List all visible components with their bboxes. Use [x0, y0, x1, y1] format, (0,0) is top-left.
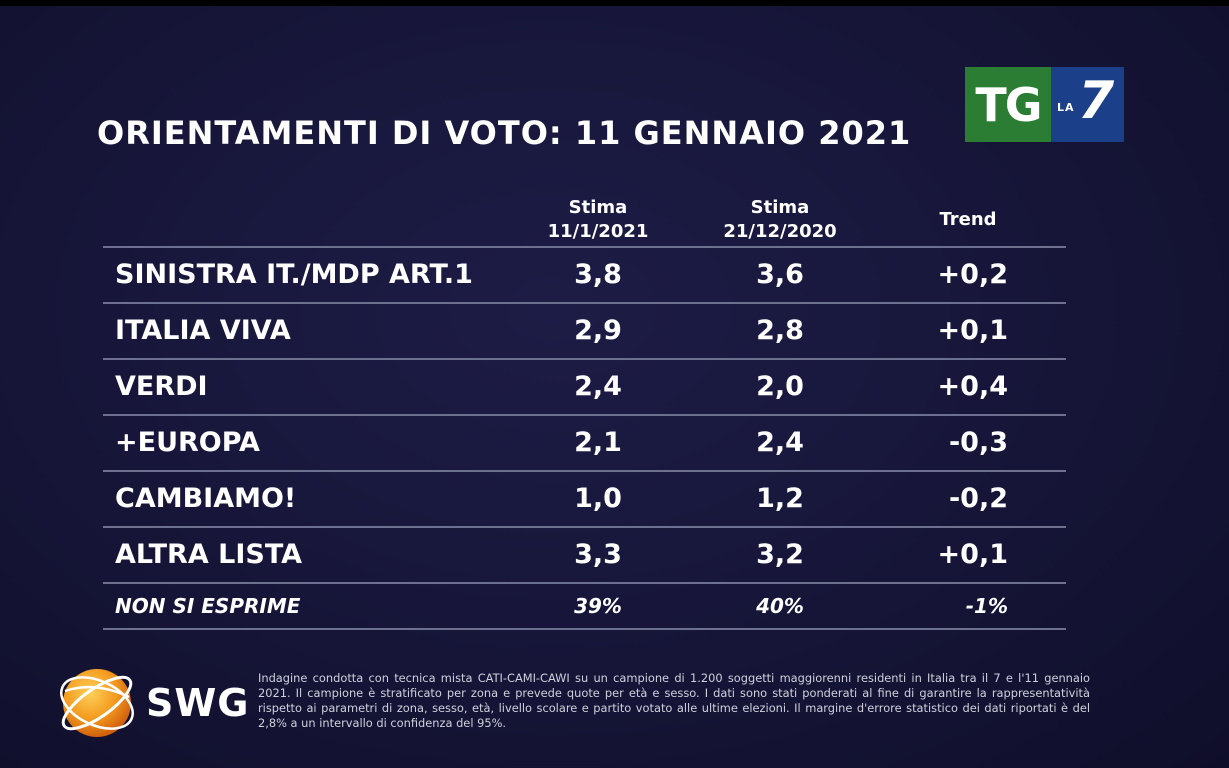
- stima-21-12-2020-value: 2,4: [756, 427, 804, 458]
- stima-11-1-2021-value: 1,0: [574, 483, 622, 514]
- stima-21-12-2020-value: 1,2: [756, 483, 804, 514]
- trend-value: +0,1: [937, 315, 1008, 346]
- table-row: CAMBIAMO! 1,0 1,2 -0,2: [103, 470, 1066, 526]
- stima-11-1-2021-value: 2,4: [574, 371, 622, 402]
- page-title: ORIENTAMENTI DI VOTO: 11 GENNAIO 2021: [97, 114, 912, 152]
- column-header-label: Stima: [568, 197, 628, 218]
- logo-la7: LA 7: [1051, 67, 1124, 142]
- column-header-stima-2: Stima 21/12/2020: [706, 196, 854, 244]
- table-row: ITALIA VIVA 2,9 2,8 +0,1: [103, 302, 1066, 358]
- logo-tg: TG: [965, 67, 1051, 142]
- trend-value: +0,4: [937, 371, 1008, 402]
- trend-value: -0,2: [948, 483, 1008, 514]
- stima-21-12-2020-value: 2,0: [756, 371, 804, 402]
- stima-21-12-2020-value: 2,8: [756, 315, 804, 346]
- stima-11-1-2021-value: 2,9: [574, 315, 622, 346]
- results-table: SINISTRA IT./MDP ART.1 3,8 3,6 +0,2 ITALIA V…: [103, 246, 1066, 630]
- trend-value: +0,2: [937, 259, 1008, 290]
- table-row: +EUROPA 2,1 2,4 -0,3: [103, 414, 1066, 470]
- stima-21-12-2020-value: 40%: [756, 594, 804, 618]
- tg-la7-logo: TG LA 7: [965, 67, 1124, 142]
- table-row: VERDI 2,4 2,0 +0,4: [103, 358, 1066, 414]
- stima-11-1-2021-value: 3,3: [574, 539, 622, 570]
- table-row: ALTRA LISTA 3,3 3,2 +0,1: [103, 526, 1066, 582]
- logo-la: LA: [1057, 101, 1075, 114]
- stima-11-1-2021-value: 2,1: [574, 427, 622, 458]
- trend-value: -1%: [965, 594, 1008, 618]
- party-name: VERDI: [115, 371, 208, 402]
- swg-globe-icon: [60, 669, 134, 737]
- stima-11-1-2021-value: 39%: [574, 594, 622, 618]
- party-name: +EUROPA: [115, 427, 260, 458]
- logo-seven: 7: [1078, 71, 1115, 131]
- table-row: NON SI ESPRIME 39% 40% -1%: [103, 582, 1066, 630]
- swg-logo: SWG: [55, 661, 248, 743]
- column-header-label: Stima: [750, 197, 810, 218]
- trend-value: +0,1: [937, 539, 1008, 570]
- stima-21-12-2020-value: 3,6: [756, 259, 804, 290]
- party-name: NON SI ESPRIME: [115, 594, 301, 618]
- column-header-date: 11/1/2021: [547, 221, 649, 242]
- party-name: CAMBIAMO!: [115, 483, 297, 514]
- stima-21-12-2020-value: 3,2: [756, 539, 804, 570]
- stima-11-1-2021-value: 3,8: [574, 259, 622, 290]
- trend-value: -0,3: [948, 427, 1008, 458]
- column-header-date: 21/12/2020: [723, 221, 837, 242]
- party-name: ALTRA LISTA: [115, 539, 303, 570]
- table-row: SINISTRA IT./MDP ART.1 3,8 3,6 +0,2: [103, 246, 1066, 302]
- party-name: SINISTRA IT./MDP ART.1: [115, 259, 473, 290]
- column-header-trend: Trend: [939, 209, 997, 230]
- party-name: ITALIA VIVA: [115, 315, 291, 346]
- methodology-note: Indagine condotta con tecnica mista CATI…: [258, 671, 1090, 730]
- column-header-stima-1: Stima 11/1/2021: [533, 196, 663, 244]
- swg-wordmark: SWG: [146, 681, 250, 725]
